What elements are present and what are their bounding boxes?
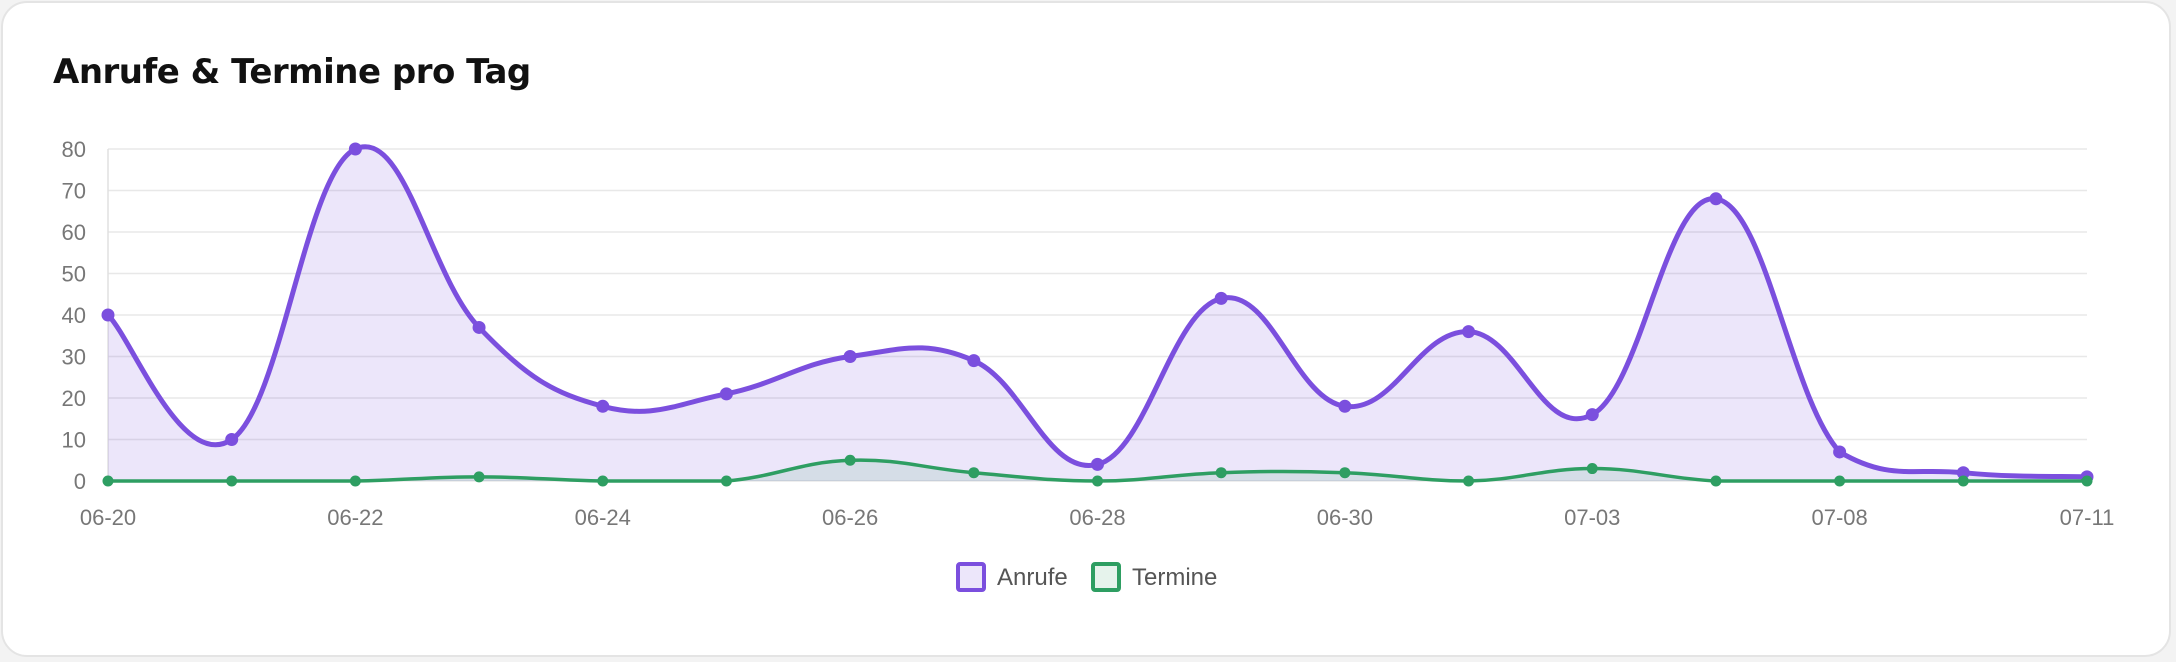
data-point-anrufe (1585, 408, 1599, 422)
data-point-termine (1957, 475, 1969, 487)
data-point-anrufe (1956, 466, 1970, 480)
x-tick-label: 06-22 (327, 505, 383, 530)
data-point-termine (1092, 475, 1103, 487)
data-point-anrufe (225, 433, 239, 446)
y-tick-label: 20 (62, 386, 86, 411)
legend-swatch-termine (1091, 562, 1121, 592)
x-tick-label: 06-28 (1069, 505, 1125, 530)
series-layer (101, 142, 2094, 487)
data-point-anrufe (1709, 192, 1723, 206)
data-point-termine (102, 475, 114, 487)
series-line-anrufe (106, 144, 2088, 480)
data-point-termine (1215, 467, 1227, 479)
y-tick-label: 0 (74, 469, 86, 494)
data-point-anrufe (967, 354, 981, 368)
data-point-termine (1586, 463, 1598, 475)
x-tick-label: 07-03 (1564, 505, 1620, 530)
y-tick-label: 60 (62, 220, 86, 245)
data-point-anrufe (719, 387, 733, 401)
data-point-termine (1339, 467, 1351, 479)
series-area-anrufe (108, 146, 2087, 481)
data-point-termine (968, 467, 980, 479)
data-point-anrufe (596, 399, 610, 413)
data-point-termine (1463, 475, 1475, 487)
data-point-anrufe (843, 350, 857, 363)
data-point-termine (1710, 475, 1722, 487)
x-tick-label: 06-20 (80, 505, 136, 530)
y-tick-label: 50 (62, 262, 86, 287)
x-tick-label: 07-11 (2060, 505, 2115, 530)
series-area-termine (108, 460, 2087, 481)
y-tick-label: 70 (62, 179, 86, 204)
data-point-anrufe (348, 142, 362, 156)
data-point-termine (720, 475, 732, 487)
x-tick-label: 06-26 (822, 505, 878, 530)
x-axis: 06-20 06-22 06-24 06-26 06-28 06-30 07-03 07-08… (80, 505, 2114, 530)
data-point-termine (844, 454, 856, 466)
data-point-termine (1834, 475, 1846, 487)
legend: Anrufe Termine (956, 562, 1217, 592)
data-point-anrufe (1833, 445, 1847, 459)
data-point-anrufe (1462, 325, 1476, 339)
y-tick-label: 80 (62, 137, 86, 162)
data-point-anrufe (1091, 457, 1104, 471)
legend-label-anrufe: Anrufe (997, 564, 1068, 591)
data-point-termine (473, 471, 485, 483)
data-point-termine (2081, 475, 2093, 487)
y-tick-label: 30 (62, 345, 86, 370)
data-point-anrufe (472, 320, 486, 334)
y-axis: 0 10 20 30 40 50 60 70 80 (62, 137, 109, 494)
y-tick-label: 10 (62, 428, 86, 453)
x-tick-label: 07-08 (1811, 505, 1867, 530)
legend-label-termine: Termine (1132, 564, 1217, 591)
grid-lines (108, 148, 2087, 482)
legend-swatch-anrufe (956, 562, 986, 592)
data-point-termine (349, 475, 361, 487)
chart-title: Anrufe & Termine pro Tag (53, 52, 531, 92)
x-tick-label: 06-24 (575, 505, 631, 530)
data-point-termine (597, 475, 609, 487)
x-tick-label: 06-30 (1317, 505, 1373, 530)
data-point-anrufe (101, 308, 115, 322)
data-point-anrufe (1214, 291, 1228, 305)
data-point-anrufe (1338, 399, 1352, 413)
y-tick-label: 40 (62, 303, 86, 328)
data-point-termine (226, 475, 238, 487)
